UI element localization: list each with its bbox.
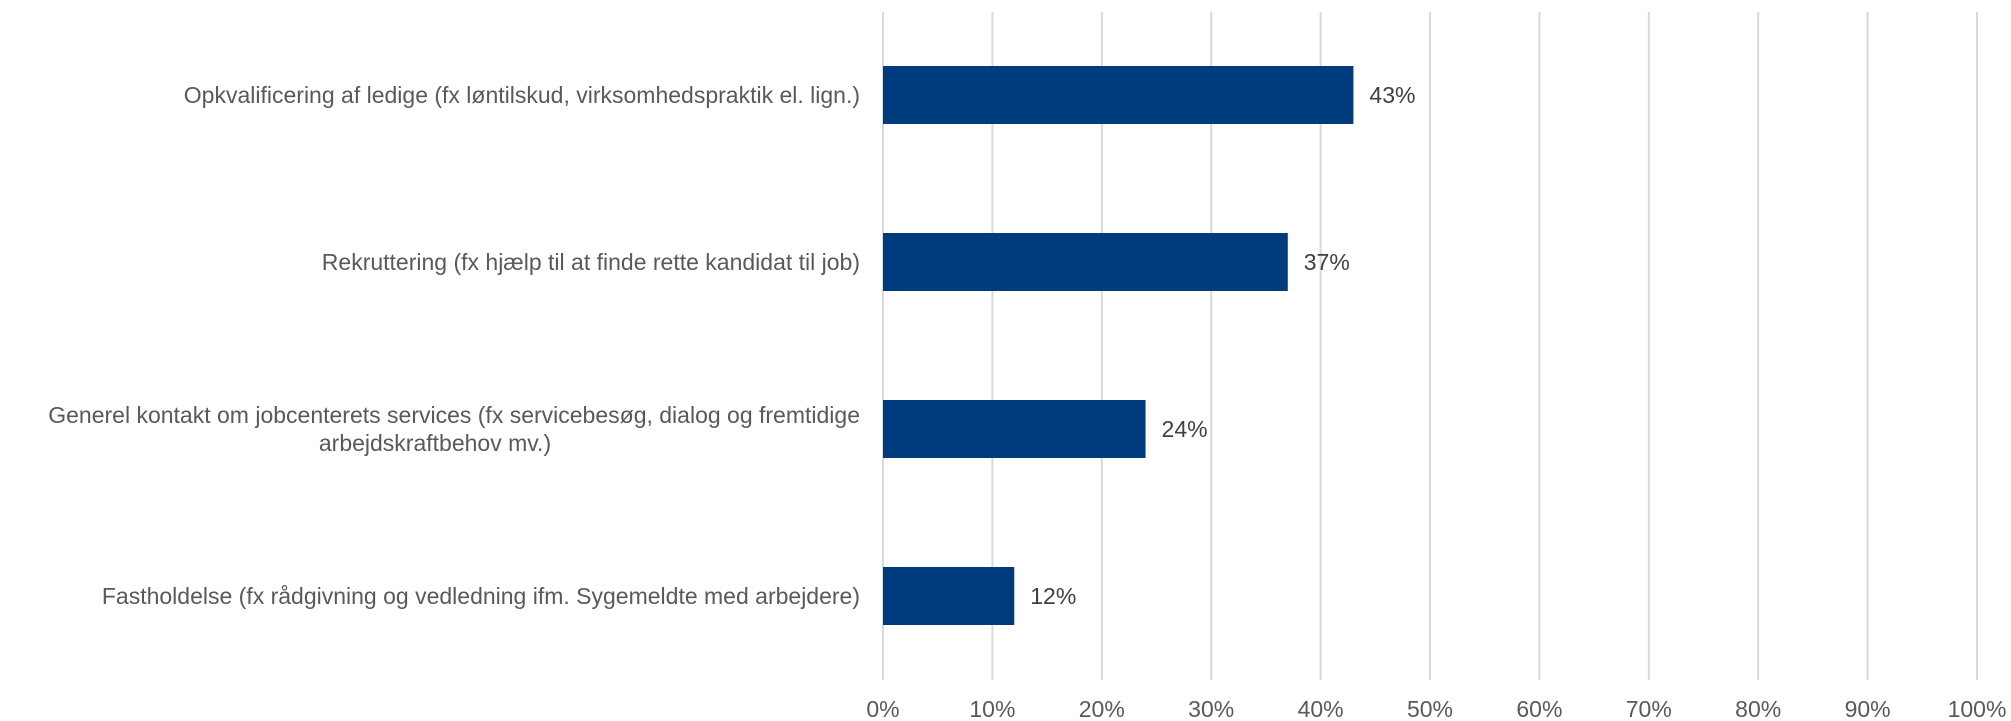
category-label-3-line-1: Generel kontakt om jobcenterets services… xyxy=(48,402,860,428)
x-tick-label-50: 50% xyxy=(1407,696,1453,721)
category-label-4: Fastholdelse (fx rådgivning og vedlednin… xyxy=(102,583,860,609)
category-labels: Opkvalificering af ledige (fx løntilskud… xyxy=(48,82,860,609)
data-label-4: 12% xyxy=(1030,583,1076,609)
x-tick-label-40: 40% xyxy=(1298,696,1344,721)
bar-4 xyxy=(883,567,1015,625)
category-label-3-line-2: arbejdskraftbehov mv.) xyxy=(319,430,551,456)
data-label-3: 24% xyxy=(1162,416,1208,442)
x-tick-label-70: 70% xyxy=(1626,696,1672,721)
x-tick-label-100: 100% xyxy=(1948,696,2007,721)
category-label-1: Opkvalificering af ledige (fx løntilskud… xyxy=(184,82,860,108)
data-labels: 43% 37% 24% 12% xyxy=(1030,82,1415,609)
x-tick-label-20: 20% xyxy=(1079,696,1125,721)
bar-2 xyxy=(883,233,1288,291)
x-tick-label-0: 0% xyxy=(866,696,899,721)
x-tick-label-90: 90% xyxy=(1845,696,1891,721)
x-tick-label-30: 30% xyxy=(1188,696,1234,721)
bars xyxy=(883,66,1354,625)
x-tick-label-60: 60% xyxy=(1516,696,1562,721)
category-label-2: Rekruttering (fx hjælp til at finde rett… xyxy=(322,249,860,275)
bar-3 xyxy=(883,400,1146,458)
data-label-1: 43% xyxy=(1369,82,1415,108)
x-axis-tick-labels: 0% 10% 20% 30% 40% 50% 60% 70% 80% 90% 100% xyxy=(866,696,2006,721)
bar-1 xyxy=(883,66,1354,124)
x-tick-label-10: 10% xyxy=(969,696,1015,721)
x-tick-label-80: 80% xyxy=(1735,696,1781,721)
data-label-2: 37% xyxy=(1304,249,1350,275)
